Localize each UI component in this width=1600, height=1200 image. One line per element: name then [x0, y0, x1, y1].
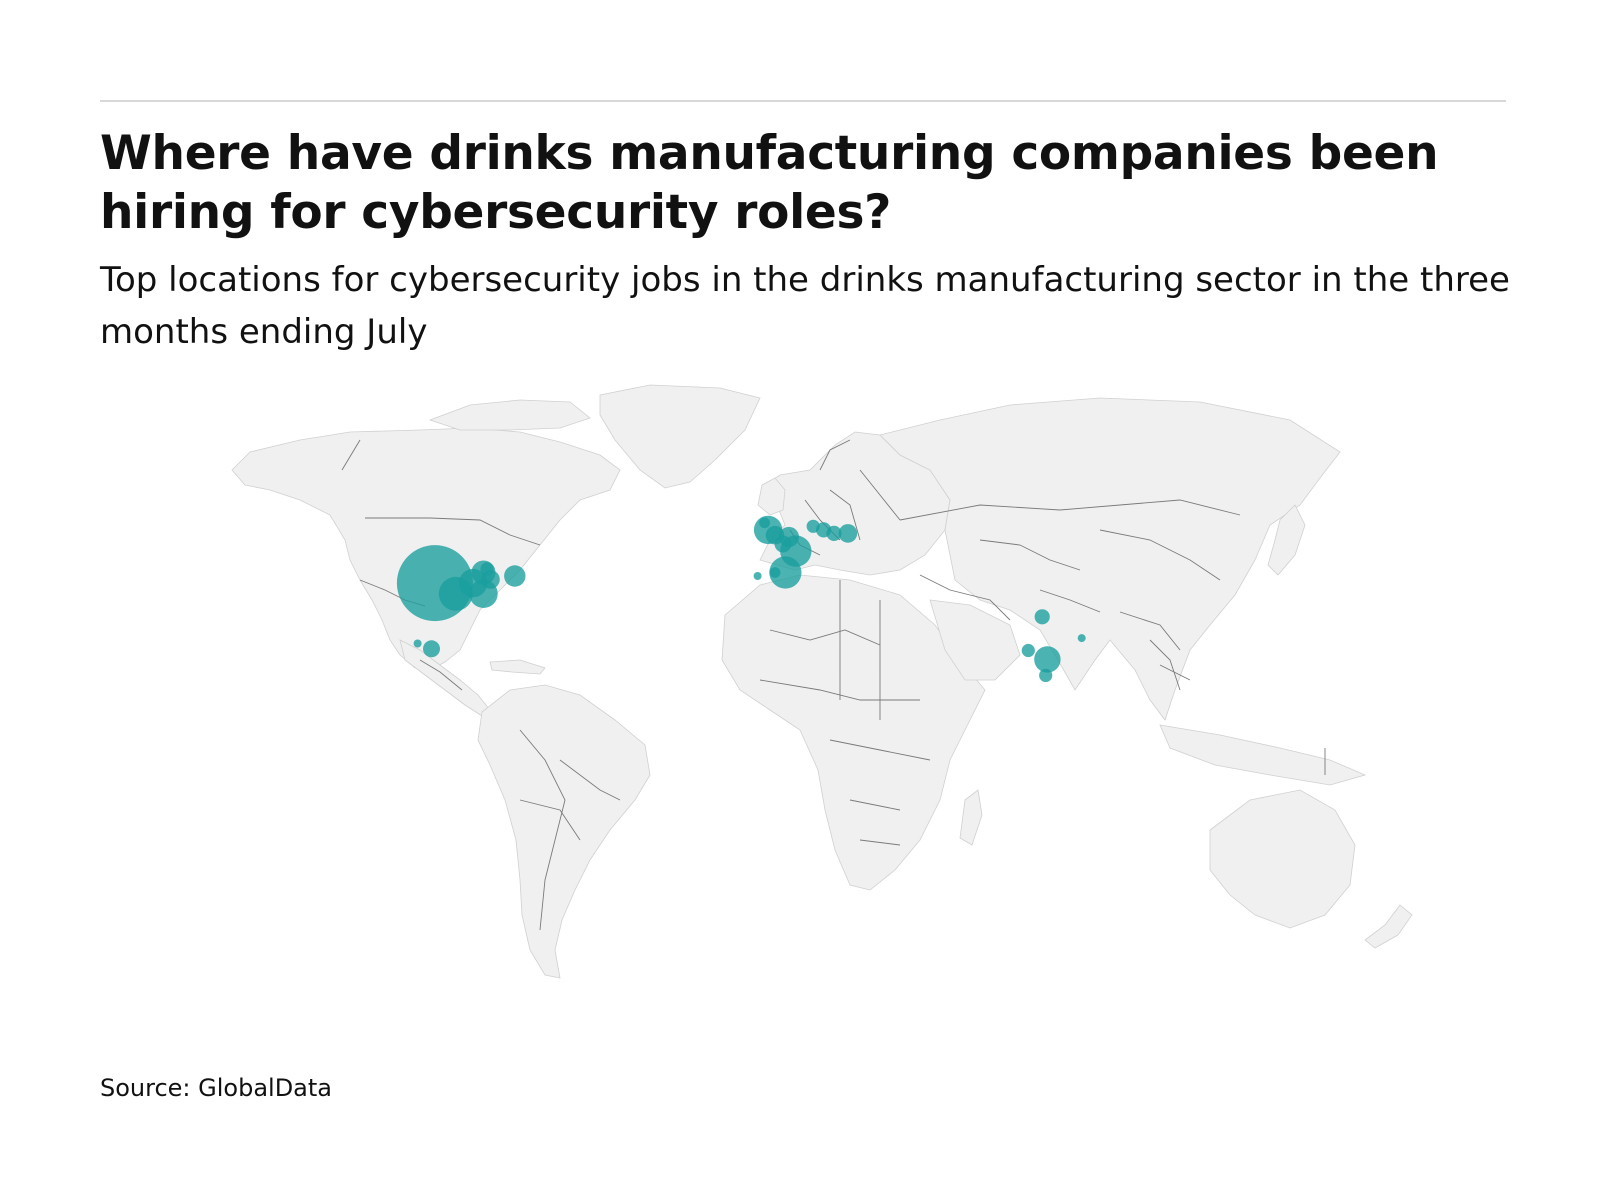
location-bubble: [769, 567, 781, 578]
land-new-zealand: [1364, 904, 1413, 949]
location-bubble: [1021, 643, 1035, 658]
top-divider: [100, 100, 1506, 102]
location-bubble: [826, 525, 842, 542]
land-japan: [1267, 504, 1306, 576]
location-bubble: [1077, 634, 1086, 643]
location-bubble: [423, 640, 440, 658]
location-bubble: [1034, 646, 1061, 673]
border-central-america: [419, 659, 463, 691]
source-note: Source: GlobalData: [100, 1074, 333, 1102]
border-us-canada: [365, 517, 541, 546]
border-china: [1099, 529, 1221, 651]
location-bubble: [413, 639, 422, 648]
location-bubble: [504, 565, 526, 587]
land-greenland: [599, 384, 761, 489]
location-bubble: [1039, 668, 1053, 683]
chart-title: Where have drinks manufacturing companie…: [100, 126, 1439, 240]
land-asia: [879, 397, 1341, 721]
land-british-isles: [757, 477, 786, 516]
land-arabia: [929, 599, 1021, 681]
border-russia: [899, 499, 1241, 521]
land-layer: [231, 384, 1413, 979]
land-africa: [721, 574, 986, 891]
land-arctic-islands: [428, 399, 591, 431]
border-central-asia: [979, 539, 1101, 613]
location-bubble: [480, 562, 494, 576]
location-bubble: [1034, 609, 1050, 625]
location-bubble: [774, 535, 792, 553]
location-bubble: [806, 519, 820, 533]
location-bubble: [838, 524, 858, 543]
land-madagascar: [959, 789, 983, 846]
chart-subtitle: Top locations for cybersecurity jobs in …: [100, 260, 1510, 352]
land-australia: [1209, 789, 1356, 929]
border-us-alaska: [341, 439, 361, 471]
border-africa: [759, 580, 931, 846]
land-south-america: [477, 684, 651, 979]
border-southeast-asia: [1149, 639, 1191, 691]
land-southeast-asia-islands: [1159, 724, 1367, 786]
bubble-layer: [396, 515, 1086, 683]
border-middle-east: [919, 574, 1011, 621]
location-bubble: [753, 572, 762, 580]
land-caribbean: [489, 659, 546, 675]
border-south-america: [519, 729, 621, 931]
location-bubble: [759, 517, 770, 529]
